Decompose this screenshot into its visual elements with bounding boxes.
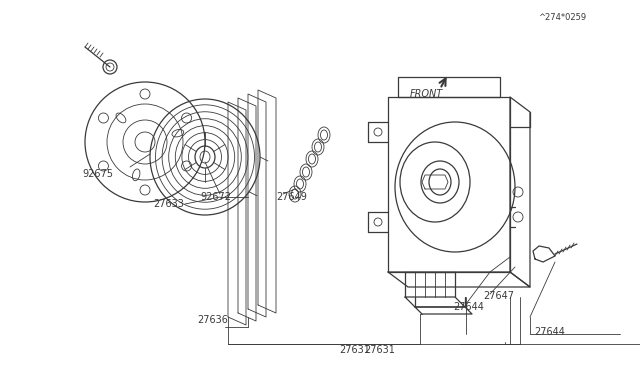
Text: 27631: 27631 bbox=[365, 345, 396, 355]
Text: 27633: 27633 bbox=[153, 199, 184, 209]
Text: 92675: 92675 bbox=[82, 169, 113, 179]
Text: 27649: 27649 bbox=[276, 192, 307, 202]
Text: 92672: 92672 bbox=[200, 192, 231, 202]
Text: 27644: 27644 bbox=[453, 302, 484, 312]
Text: 27636: 27636 bbox=[197, 315, 228, 325]
Text: 27644: 27644 bbox=[534, 327, 565, 337]
Text: FRONT: FRONT bbox=[410, 89, 444, 99]
Text: 27631: 27631 bbox=[340, 345, 371, 355]
Text: ^274*0259: ^274*0259 bbox=[538, 13, 586, 22]
Text: 27647: 27647 bbox=[483, 291, 514, 301]
